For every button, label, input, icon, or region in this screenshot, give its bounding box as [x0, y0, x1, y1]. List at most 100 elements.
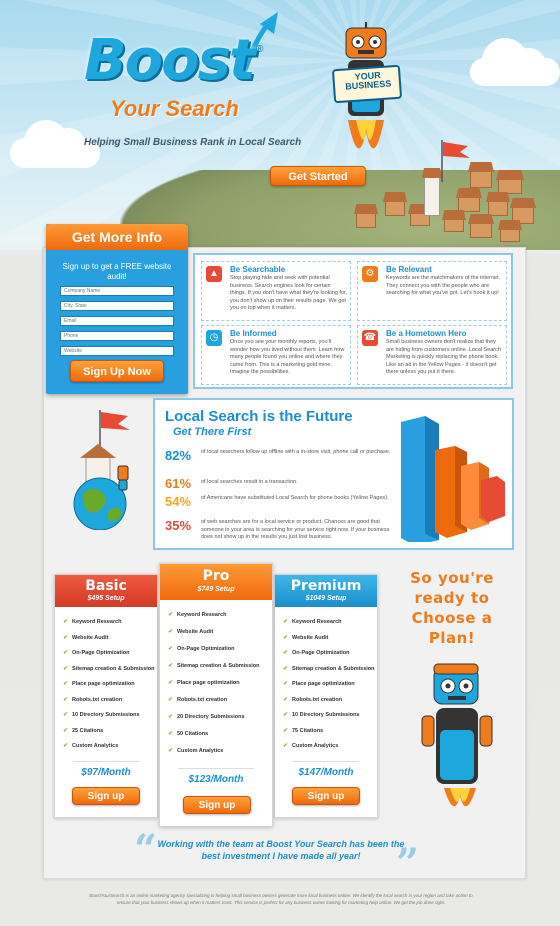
house [470, 170, 492, 188]
plan-feature: Website Audit [63, 633, 155, 649]
plan-feature: Keyword Research [63, 617, 155, 633]
sign-up-now-button[interactable]: Sign Up Now [70, 360, 164, 382]
plan-feature: 20 Directory Submissions [168, 712, 260, 729]
feature-title: Be a Hometown Hero [386, 329, 467, 338]
website-field[interactable] [60, 346, 174, 356]
house [500, 228, 520, 242]
logo-subtitle: Your Search [110, 96, 239, 121]
plan-feature: 10 Directory Submissions [283, 710, 375, 726]
registered-mark: ® [256, 44, 264, 55]
logo[interactable]: Boost ® Your Search [84, 12, 278, 128]
plan-feature: Sitemap creation & Submission [283, 664, 375, 680]
feature-title: Be Relevant [386, 265, 432, 274]
basic-sign-up-button[interactable]: Sign up [72, 787, 140, 805]
plan-setup: $749 Setup [197, 586, 235, 593]
house [470, 222, 492, 238]
plan-setup: $1049 Setup [305, 595, 347, 602]
plan-divider [178, 768, 254, 769]
flag-icon [441, 140, 470, 182]
cloud-left [10, 120, 100, 168]
city-state-field[interactable] [60, 301, 174, 311]
plan-feature: 25 Citations [63, 726, 155, 742]
plan-setup: $495 Setup [87, 595, 125, 602]
stat-text: of Americans have substituted Local Sear… [201, 495, 389, 501]
pro-sign-up-button[interactable]: Sign up [183, 796, 251, 814]
stats-box: Local Search is the Future Get There Fir… [153, 398, 514, 550]
feature-text: Stop playing hide and seek with potentia… [230, 275, 348, 311]
stat-value: 82% [165, 448, 192, 463]
robot-icon [332, 22, 402, 149]
feature-searchable: ▲ Be Searchable Stop playing hide and se… [201, 261, 351, 321]
plan-feature-list: Keyword Research Website Audit On-Page O… [283, 617, 375, 757]
plan-feature: 50 Citations [168, 729, 260, 746]
info-title: Get More Info [46, 224, 188, 250]
plan-feature: Custom Analytics [168, 746, 260, 763]
stat-value: 54% [165, 494, 192, 509]
plan-price: $123/Month [188, 774, 244, 785]
stat-text: of local searches result in a transactio… [201, 479, 298, 485]
plan-feature: Place page optimization [63, 679, 155, 695]
phone-field[interactable] [60, 331, 174, 341]
feature-text: Keywords are the matchmakers of the inte… [386, 275, 501, 296]
house [356, 212, 376, 228]
plan-header: Basic $495 Setup [55, 575, 157, 607]
robot-mascot: YOUR BUSINESS [318, 20, 408, 170]
close-quote-icon: ” [396, 840, 420, 887]
robot-icon [421, 663, 493, 807]
plan-name: Pro [202, 568, 230, 584]
house [458, 196, 480, 212]
stat-text: of web searches are for a local service … [201, 519, 390, 540]
plan-feature: Sitemap creation & Submission [63, 664, 155, 680]
house [385, 200, 405, 216]
plan-feature: Website Audit [168, 627, 260, 644]
stat-text: of local searchers follow up offline wit… [201, 449, 391, 455]
bar-chart-illustration [401, 416, 505, 542]
plan-feature-list: Keyword Research Website Audit On-Page O… [168, 610, 260, 763]
arrow-up-icon [239, 12, 278, 81]
plan-feature: On-Page Optimization [168, 644, 260, 661]
plan-feature: Keyword Research [283, 617, 375, 633]
plan-feature-list: Keyword Research Website Audit On-Page O… [63, 617, 155, 757]
plan-premium: Premium $1049 Setup Keyword Research Web… [274, 574, 378, 818]
stat-value: 35% [165, 518, 192, 533]
house [498, 178, 522, 194]
feature-text: Once you see your monthly reports, you'l… [230, 339, 345, 375]
plan-feature: Robots.txt creation [168, 695, 260, 712]
house [488, 200, 508, 216]
info-subtitle: Sign up to get a FREE website audit! [62, 262, 172, 281]
footer-text: BoostYourSearch is an online marketing a… [89, 893, 473, 905]
stats-title: Local Search is the Future [165, 408, 353, 425]
feature-text: Small business owners don't realize that… [386, 339, 501, 375]
info-form: Get More Info Sign up to get a FREE webs… [46, 224, 188, 394]
plan-price: $97/Month [81, 767, 131, 778]
plan-name: Basic [85, 578, 127, 594]
plan-divider [293, 761, 359, 762]
plan-feature: Keyword Research [168, 610, 260, 627]
feature-hometown-hero: ☎ Be a Hometown Hero Small business owne… [357, 325, 507, 385]
house [444, 218, 464, 232]
plan-divider [73, 761, 139, 762]
rocket-icon: ▲ [206, 266, 222, 282]
plan-basic: Basic $495 Setup Keyword Research Websit… [54, 574, 158, 818]
feature-title: Be Searchable [230, 265, 286, 274]
feature-relevant: ⚙ Be Relevant Keywords are the matchmake… [357, 261, 507, 321]
plan-feature: Place page optimization [283, 679, 375, 695]
plan-feature: Place page optimization [168, 678, 260, 695]
choose-plan-heading: So you're ready to Choose a Plan! [410, 569, 494, 647]
feature-informed: ◷ Be Informed Once you see your monthly … [201, 325, 351, 385]
features-box: ▲ Be Searchable Stop playing hide and se… [193, 253, 513, 389]
premium-sign-up-button[interactable]: Sign up [292, 787, 360, 805]
plan-feature: Robots.txt creation [63, 695, 155, 711]
company-name-field[interactable] [60, 286, 174, 296]
email-field[interactable] [60, 316, 174, 326]
plan-header: Premium $1049 Setup [275, 575, 377, 607]
plan-feature: 75 Citations [283, 726, 375, 742]
house [512, 206, 534, 224]
plan-feature: Custom Analytics [63, 741, 155, 757]
get-started-button[interactable]: Get Started [270, 166, 366, 186]
plan-feature: Sitemap creation & Submission [168, 661, 260, 678]
plan-feature: Robots.txt creation [283, 695, 375, 711]
cloud-right [470, 38, 560, 86]
plan-feature: On-Page Optimization [283, 648, 375, 664]
feature-title: Be Informed [230, 329, 277, 338]
